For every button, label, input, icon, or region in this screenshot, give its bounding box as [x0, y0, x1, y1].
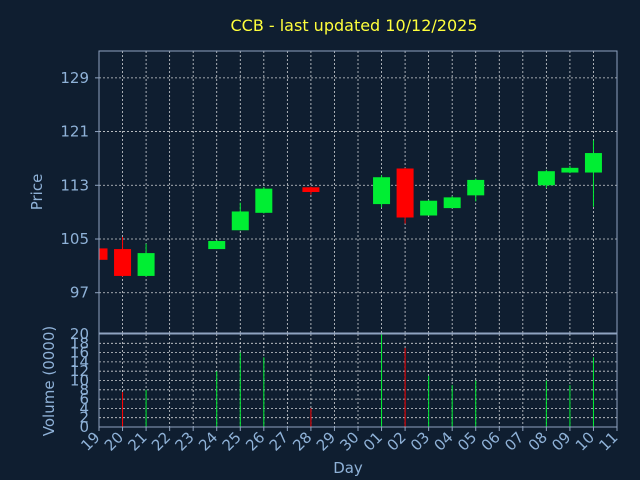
grid [98, 51, 618, 428]
y-axis-label: Price [28, 174, 46, 211]
volume-tick-label: 2 [79, 409, 89, 427]
x-tick-label: 25 [219, 428, 245, 454]
candle-body [137, 253, 155, 276]
candle [255, 187, 273, 214]
candle-body [114, 249, 132, 276]
y-tick-label: 121 [60, 123, 89, 141]
volume-tick-label: 14 [70, 353, 89, 371]
x-axis-label: Day [333, 459, 363, 477]
y-tick-label: 113 [60, 176, 89, 194]
x-tick-label: 03 [407, 428, 433, 454]
candle-body [584, 153, 602, 173]
candle [208, 240, 226, 250]
x-tick-label: 23 [172, 428, 198, 454]
y-tick-label: 105 [60, 230, 89, 248]
candle [114, 236, 132, 277]
candle-body [396, 168, 414, 218]
candle [537, 169, 555, 188]
x-tick-label: 27 [266, 428, 292, 454]
volume-bars [122, 334, 594, 427]
candle-body [443, 197, 461, 209]
candle-body [208, 241, 226, 250]
x-tick-label: 26 [242, 428, 268, 454]
volume-tick-label: 20 [70, 325, 89, 343]
x-tick-label: 11 [595, 428, 621, 454]
x-tick-label: 24 [195, 428, 221, 454]
candle [302, 186, 320, 195]
candle [467, 178, 485, 202]
candle-body [537, 171, 555, 186]
candle [443, 196, 461, 209]
candle [396, 167, 414, 224]
x-tick-label: 09 [548, 428, 574, 454]
volume-tick-label: 18 [70, 334, 89, 352]
chart-title: CCB - last updated 10/12/2025 [230, 16, 477, 35]
candle-body [99, 248, 108, 260]
x-tick-label: 10 [572, 428, 598, 454]
candle [98, 248, 108, 261]
candle-body [467, 179, 485, 196]
volume-axis-label: Volume (0000) [40, 326, 58, 436]
candle [231, 202, 249, 231]
candle [584, 140, 602, 207]
candle [561, 165, 579, 174]
volume-tick-label: 12 [70, 362, 89, 380]
volume-tick-label: 10 [70, 372, 89, 390]
x-tick-label: 30 [336, 428, 362, 454]
x-tick-label: 20 [101, 428, 127, 454]
candle-body [420, 200, 438, 216]
price-frame [98, 50, 618, 334]
y-tick-label: 97 [70, 284, 89, 302]
x-tick-label: 29 [313, 428, 339, 454]
candle-body [373, 177, 391, 205]
x-tick-label: 08 [525, 428, 551, 454]
candle-body [255, 188, 273, 213]
candle [420, 200, 438, 216]
volume-tick-label: 4 [79, 399, 89, 417]
candle [373, 175, 391, 208]
x-tick-label: 05 [454, 428, 480, 454]
candle-body [302, 187, 320, 192]
candles [98, 140, 602, 277]
x-tick-label: 01 [360, 428, 386, 454]
x-tick-label: 06 [478, 428, 504, 454]
volume-tick-label: 6 [79, 390, 89, 408]
x-tick-label: 02 [383, 428, 409, 454]
volume-tick-label: 8 [79, 381, 89, 399]
x-tick-label: 21 [124, 428, 150, 454]
candle [137, 243, 155, 277]
x-tick-label: 22 [148, 428, 174, 454]
x-tick-label: 07 [501, 428, 527, 454]
volume-tick-label: 0 [79, 418, 89, 436]
candle-body [561, 167, 579, 173]
volume-tick-label: 16 [70, 344, 89, 362]
x-tick-label: 28 [289, 428, 315, 454]
y-tick-label: 129 [60, 69, 89, 87]
candle-body [231, 211, 249, 231]
x-tick-label: 04 [431, 428, 457, 454]
